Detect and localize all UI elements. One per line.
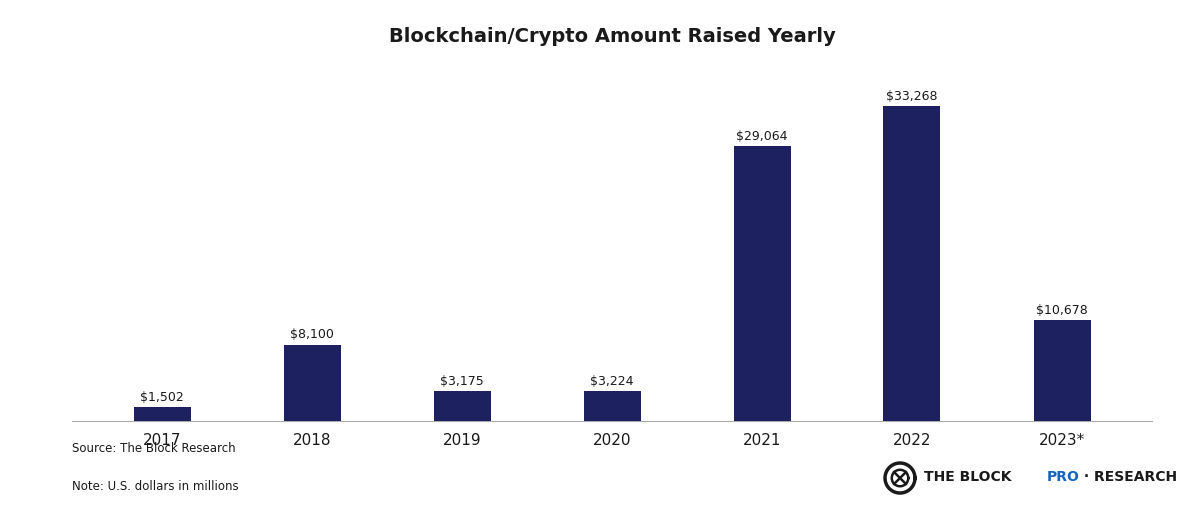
Bar <box>1033 320 1091 421</box>
Bar <box>133 407 191 421</box>
Text: $10,678: $10,678 <box>1036 304 1088 317</box>
Text: $8,100: $8,100 <box>290 328 334 341</box>
Bar <box>283 345 341 421</box>
Bar <box>583 391 641 421</box>
Text: THE BLOCK: THE BLOCK <box>924 470 1016 484</box>
Text: PRO: PRO <box>1046 470 1079 484</box>
Text: Note: U.S. dollars in millions: Note: U.S. dollars in millions <box>72 481 239 493</box>
Bar <box>883 106 941 421</box>
Text: $1,502: $1,502 <box>140 391 184 404</box>
Bar <box>433 392 491 421</box>
Text: · RESEARCH: · RESEARCH <box>1079 470 1177 484</box>
Title: Blockchain/Crypto Amount Raised Yearly: Blockchain/Crypto Amount Raised Yearly <box>389 27 835 46</box>
Text: Source: The Block Research: Source: The Block Research <box>72 442 235 455</box>
Text: $3,224: $3,224 <box>590 375 634 388</box>
Bar <box>733 146 791 421</box>
Text: $33,268: $33,268 <box>887 90 937 103</box>
Text: $29,064: $29,064 <box>737 130 787 143</box>
Text: $3,175: $3,175 <box>440 375 484 388</box>
